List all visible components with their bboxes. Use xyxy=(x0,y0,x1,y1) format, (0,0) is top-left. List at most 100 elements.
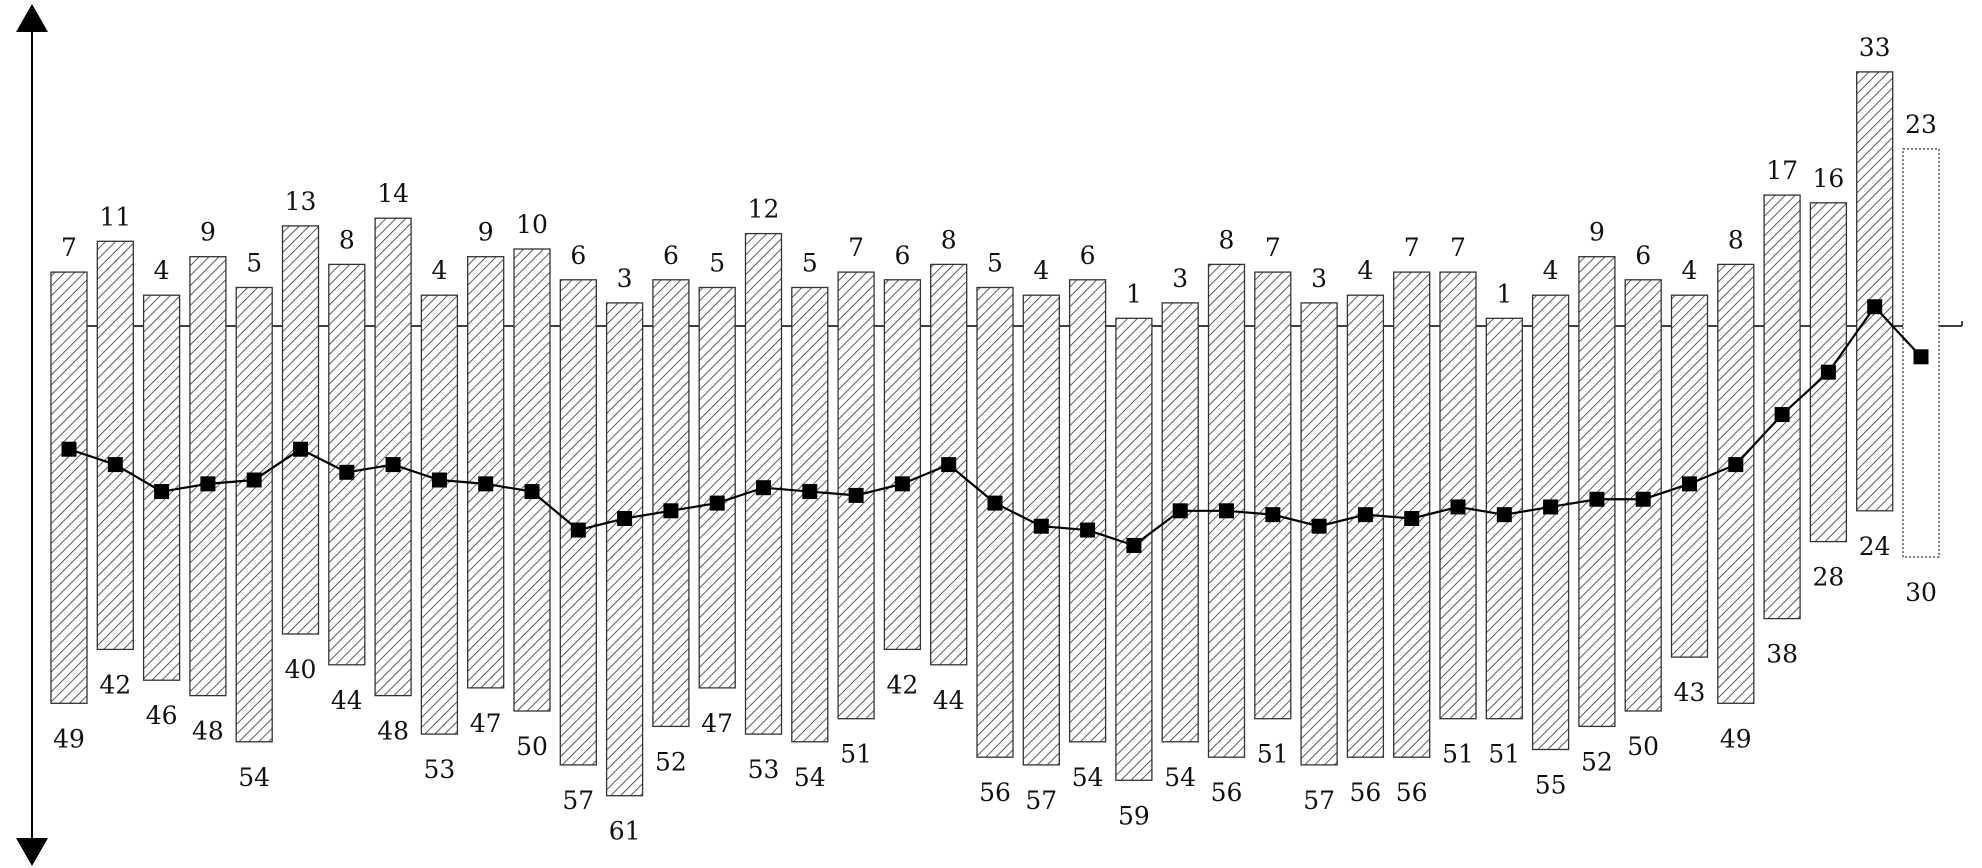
bar-bottom-label: 51 xyxy=(1442,740,1474,769)
bar-bottom-label: 46 xyxy=(146,701,178,730)
bar-top-label: 7 xyxy=(1450,233,1466,262)
bar-top-label: 8 xyxy=(1219,225,1235,254)
bar-bottom-label: 38 xyxy=(1766,640,1798,669)
bar xyxy=(374,217,412,697)
bar xyxy=(1300,302,1338,766)
bar-top-label: 8 xyxy=(941,225,957,254)
bar-bottom-label: 57 xyxy=(562,786,594,815)
line-point xyxy=(246,472,262,488)
bar-top-label: 12 xyxy=(748,195,780,224)
bar-top-label: 6 xyxy=(1635,241,1651,270)
bar-top-label: 10 xyxy=(516,210,548,239)
bar-bottom-label: 51 xyxy=(1257,740,1289,769)
bars xyxy=(50,71,1940,797)
bar xyxy=(1670,294,1709,658)
line-point xyxy=(1219,503,1234,519)
bar xyxy=(420,294,459,735)
line-point xyxy=(1728,457,1744,473)
bar-top-label: 7 xyxy=(61,233,77,262)
bar-top-label: 8 xyxy=(1728,225,1744,254)
line-point xyxy=(663,503,679,519)
bar-bottom-label: 49 xyxy=(53,724,85,753)
bar xyxy=(281,225,320,635)
bar-bottom-label: 43 xyxy=(1674,678,1706,707)
bar-top-label: 9 xyxy=(478,218,494,247)
bar-bottom-label: 42 xyxy=(886,670,918,699)
bar xyxy=(1763,194,1801,620)
bar xyxy=(467,256,505,689)
bar-top-label: 3 xyxy=(617,264,633,293)
bar-bottom-label: 56 xyxy=(1396,778,1428,807)
line-point xyxy=(1450,499,1466,515)
bar xyxy=(1068,279,1107,743)
line-point xyxy=(524,484,540,500)
bar-bottom-label: 57 xyxy=(1303,786,1335,815)
bar-top-label: 4 xyxy=(431,256,447,285)
bar xyxy=(328,263,366,666)
bar xyxy=(50,271,88,704)
bar-bottom-label: 61 xyxy=(609,817,641,846)
bar-top-label: 6 xyxy=(663,241,679,270)
bar-top-label: 7 xyxy=(848,233,864,262)
line-point xyxy=(894,476,910,492)
bar-bottom-label: 59 xyxy=(1118,801,1150,830)
bar-top-label: 4 xyxy=(154,256,170,285)
bar-bottom-label: 24 xyxy=(1859,532,1891,561)
line-point xyxy=(61,441,77,457)
bar-bottom-label: 50 xyxy=(1627,732,1659,761)
line-series xyxy=(61,299,1929,553)
bar-top-label: 1 xyxy=(1496,279,1512,308)
bar-bottom-label: 51 xyxy=(1488,740,1520,769)
bar-top-label: 3 xyxy=(1172,264,1188,293)
bar-top-label: 1 xyxy=(1126,279,1142,308)
line-point xyxy=(802,484,818,500)
line-point xyxy=(1357,507,1373,523)
bar-bottom-label: 52 xyxy=(1581,747,1613,776)
line-point xyxy=(154,484,170,500)
bar-bottom-label: 53 xyxy=(748,755,780,784)
bar-top-label: 5 xyxy=(802,249,818,278)
line-point xyxy=(1404,511,1420,526)
line-point xyxy=(709,495,725,511)
bar-top-label: 7 xyxy=(1265,233,1281,262)
line-point xyxy=(107,457,123,473)
line-point xyxy=(200,476,216,492)
line-point xyxy=(941,457,957,473)
bar-top-label: 11 xyxy=(99,202,131,231)
line-point xyxy=(1265,507,1281,523)
bar-top-label: 5 xyxy=(246,249,262,278)
bar-top-label: 13 xyxy=(285,187,317,216)
bar-bottom-label: 51 xyxy=(840,740,872,769)
bar-bottom-label: 57 xyxy=(1025,786,1057,815)
bar xyxy=(1578,256,1616,728)
bar xyxy=(1346,294,1385,758)
bar-bottom-label: 54 xyxy=(238,763,270,792)
line-point xyxy=(293,441,308,457)
line-point xyxy=(987,495,1003,511)
bar xyxy=(883,279,922,651)
bar-bottom-label: 53 xyxy=(423,755,455,784)
bar-top-label: 9 xyxy=(200,218,216,247)
bar-bottom-label: 47 xyxy=(701,709,733,738)
bar-top-label: 7 xyxy=(1404,233,1420,262)
line-point xyxy=(478,476,494,492)
bar-top-label: 4 xyxy=(1543,256,1559,285)
bar xyxy=(189,256,227,697)
line-point xyxy=(1311,518,1327,534)
bar-bottom-label: 52 xyxy=(655,747,687,776)
bar xyxy=(1439,271,1477,720)
bar-top-label: 14 xyxy=(377,179,409,208)
bar-bottom-label: 56 xyxy=(1211,778,1243,807)
bar-top-label: 16 xyxy=(1812,164,1844,193)
line-point xyxy=(756,480,771,496)
bar-top-label: 6 xyxy=(570,241,586,270)
bar-top-label: 6 xyxy=(894,241,910,270)
bar-bottom-label: 56 xyxy=(979,778,1011,807)
bar-top-label: 4 xyxy=(1357,256,1373,285)
bar-bottom-label: 47 xyxy=(470,709,502,738)
line-point xyxy=(339,464,355,480)
bar-top-label: 4 xyxy=(1033,256,1049,285)
bar-top-label: 23 xyxy=(1905,110,1937,139)
bar-top-label: 33 xyxy=(1859,33,1891,62)
bar xyxy=(1856,71,1894,512)
